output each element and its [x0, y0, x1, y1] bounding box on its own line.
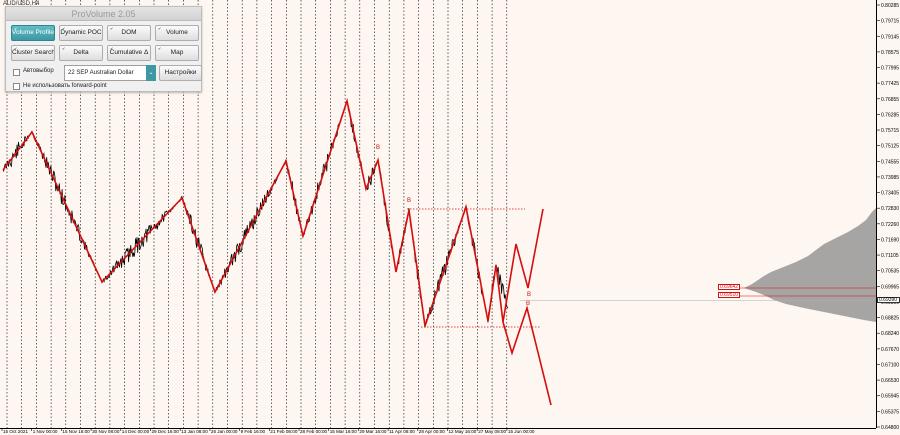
check-icon: ✔: [110, 46, 114, 51]
provolume-panel: ProVolume 2.05 ✔ Volume Profile ✔ Dynamic …: [5, 6, 202, 92]
button-label: Volume: [166, 29, 188, 36]
cumulative-delta-button[interactable]: ✔ Cumulative Δ: [107, 45, 151, 61]
pattern-label: B: [376, 145, 380, 151]
dom-button[interactable]: ✔ DOM: [107, 25, 151, 41]
x-tick-label: 27 May 08:00: [478, 429, 506, 434]
x-tick-label: 30 Nov 08:00: [92, 429, 120, 434]
button-label: Cumulative Δ: [109, 49, 149, 56]
y-tick-label: 0.67670: [881, 347, 899, 353]
x-tick-label: 15 Jun 00:00: [508, 429, 535, 434]
y-tick-label: 0.74555: [881, 159, 899, 165]
horizontal-levels: [407, 208, 876, 328]
x-tick-label: 28 Apr 00:00: [419, 429, 445, 434]
zigzag-projection: [502, 305, 552, 406]
chevron-down-icon[interactable]: ⌄: [146, 65, 156, 81]
y-tick-label: 0.76855: [881, 97, 899, 103]
auto-select-checkbox[interactable]: [13, 69, 20, 76]
y-tick-label: 0.76285: [881, 112, 899, 118]
pattern-label: B: [407, 198, 411, 204]
x-tick-label: 15 Mar 16:00: [330, 429, 358, 434]
forward-point-row: Не использовать forward-point: [11, 82, 201, 92]
y-tick-label: 0.73405: [881, 191, 899, 197]
y-tick-label: 0.65945: [881, 394, 899, 400]
map-button[interactable]: ✔ Map: [155, 45, 199, 61]
x-tick-label: 9 Feb 16:00: [241, 429, 266, 434]
x-axis-labels: 15 Oct 2021 1 Nov 00:00 15 Nov 16:00 30 Nov…: [1, 428, 535, 434]
settings-button[interactable]: Настройки: [159, 65, 202, 81]
cluster-search-button[interactable]: ✔ Cluster Search: [11, 45, 55, 61]
x-tick-label: 21 Feb 08:00: [270, 429, 298, 434]
x-tick-label: 1 Nov 00:00: [33, 429, 58, 434]
dynamic-poc-button[interactable]: ✔ Dynamic POC: [59, 25, 103, 41]
button-label: Dynamic POC: [60, 29, 102, 36]
x-tick-label: 15 Nov 16:00: [62, 429, 90, 434]
instrument-value: 22 SEP Australian Dollar: [68, 70, 134, 76]
y-tick-label: 0.79145: [881, 34, 899, 40]
y-tick-label: 0.78575: [881, 50, 899, 56]
check-icon: ✔: [62, 46, 66, 51]
x-tick-label: 26 Jan 00:00: [211, 429, 238, 434]
x-tick-label: 28 Feb 00:00: [300, 429, 328, 434]
x-tick-label: 11 Apr 08:00: [389, 429, 415, 434]
y-tick-label: 0.68240: [881, 331, 899, 337]
button-label: Cluster Search: [12, 49, 55, 56]
delta-button[interactable]: ✔ Delta: [59, 45, 103, 61]
y-tick-label: 0.69965: [881, 284, 899, 290]
y-tick-label: 0.67100: [881, 362, 899, 368]
chart-symbol: AUD/USD,H4: [3, 1, 40, 7]
level-label-upper: 0.69642: [718, 284, 741, 290]
button-label: Delta: [73, 49, 89, 56]
y-tick-label: 0.77425: [881, 81, 899, 87]
y-tick-label: 0.70535: [881, 269, 899, 275]
pattern-label: B: [527, 292, 531, 298]
volume-button[interactable]: ✔ Volume: [155, 25, 199, 41]
forward-point-label: Не использовать forward-point: [23, 83, 107, 89]
x-tick-label: 15 Oct 2021: [3, 429, 28, 434]
y-tick-label: 0.73985: [881, 175, 899, 181]
volume-profile-histogram: [744, 208, 876, 322]
volume-profile-button[interactable]: ✔ Volume Profile: [11, 25, 55, 41]
y-tick-label: 0.71690: [881, 237, 899, 243]
button-label: Volume Profile: [12, 29, 54, 36]
forward-point-checkbox[interactable]: [13, 83, 20, 90]
y-tick-label: 0.71105: [881, 253, 899, 259]
x-tick-label: 12 May 16:00: [449, 429, 477, 434]
y-tick-label: 0.66530: [881, 378, 899, 384]
check-icon: ✔: [110, 26, 114, 31]
y-tick-label: 0.65375: [881, 409, 899, 415]
check-icon: ✔: [14, 26, 18, 31]
y-tick-label: 0.75715: [881, 128, 899, 134]
y-tick-label: 0.72830: [881, 206, 899, 212]
y-tick-label: 0.64800: [881, 425, 899, 431]
panel-title[interactable]: ProVolume 2.05: [6, 7, 201, 21]
level-label-lower: 0.69510: [718, 292, 741, 298]
zigzag-line: [2, 97, 544, 327]
x-tick-label: 13 Jan 08:00: [181, 429, 208, 434]
y-tick-label: 0.79715: [881, 19, 899, 25]
y-tick-label: 0.75125: [881, 144, 899, 150]
x-tick-label: 29 Mar 16:00: [359, 429, 387, 434]
button-label: Map: [170, 49, 184, 56]
pattern-label: B: [526, 301, 530, 307]
check-icon: ✔: [14, 46, 18, 51]
y-tick-label: 0.80285: [881, 3, 899, 9]
check-icon: ✔: [158, 46, 162, 51]
x-tick-label: 14 Dec 00:00: [122, 429, 150, 434]
current-price-label: 0.69390: [877, 297, 900, 303]
instrument-row: Автовыбор 22 SEP Australian Dollar ⌄ Нас…: [11, 65, 202, 81]
button-label: DOM: [121, 29, 137, 36]
x-tick-label: 29 Dec 16:00: [152, 429, 180, 434]
y-tick-label: 0.77995: [881, 66, 899, 72]
instrument-select[interactable]: 22 SEP Australian Dollar ⌄: [64, 65, 156, 81]
y-tick-label: 0.68825: [881, 316, 899, 322]
check-icon: ✔: [62, 26, 66, 31]
check-icon: ✔: [158, 26, 162, 31]
auto-select-label: Автовыбор: [23, 68, 54, 74]
volume-profile-shape: [744, 208, 876, 322]
mode-buttons: ✔ Volume Profile ✔ Dynamic POC ✔ DOM ✔ Volum…: [11, 25, 199, 61]
y-tick-label: 0.72260: [881, 222, 899, 228]
